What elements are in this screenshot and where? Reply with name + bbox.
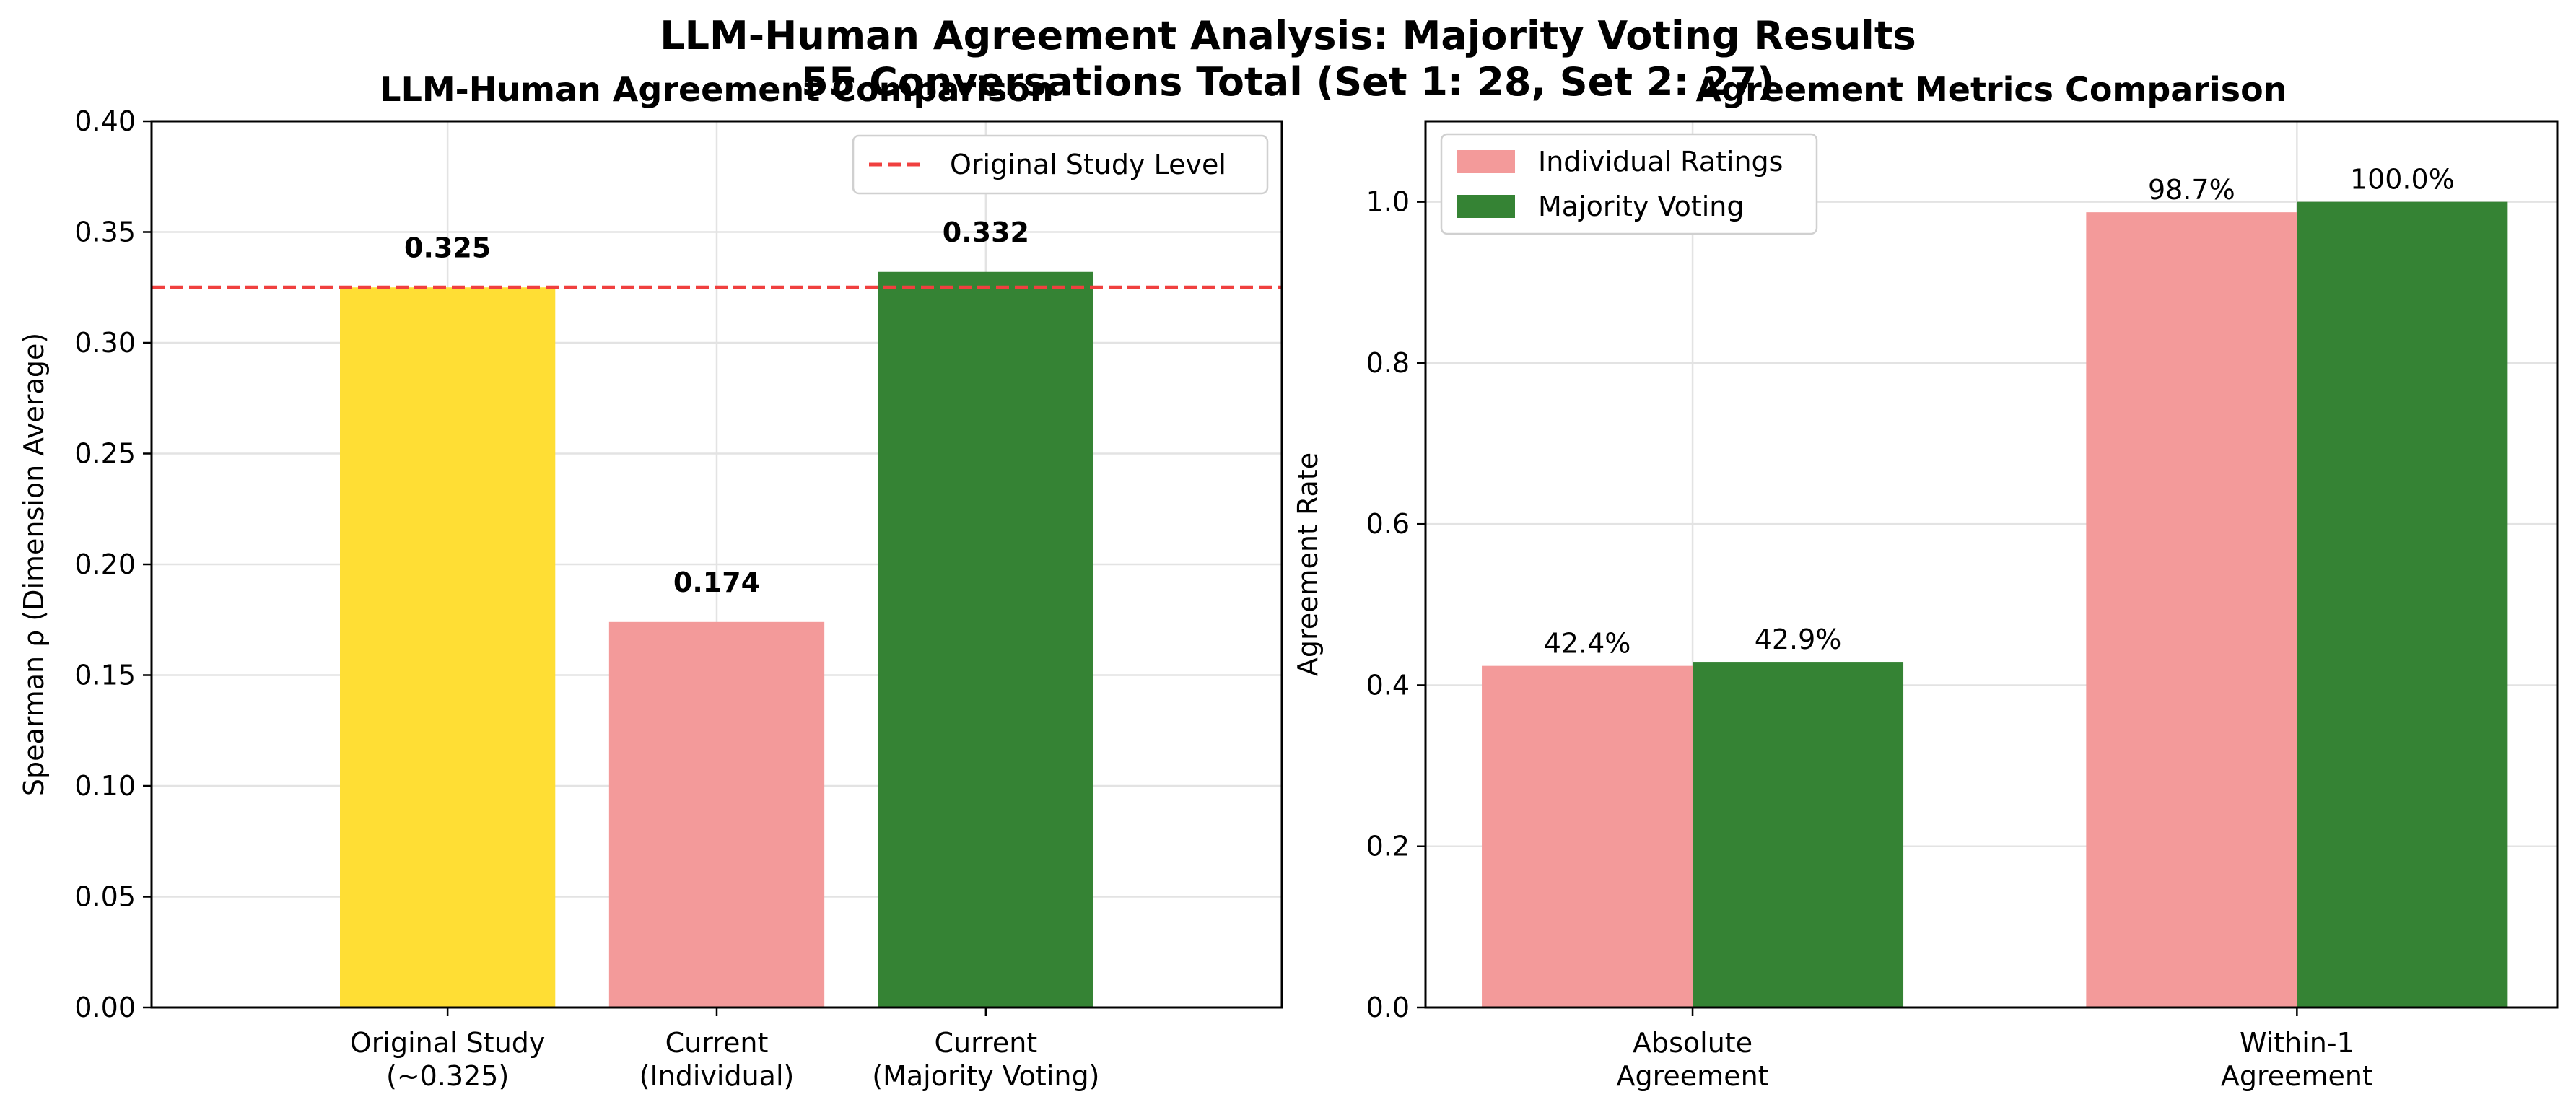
- chart2-xtick-label: Agreement: [2221, 1060, 2373, 1092]
- chart1-bar: [340, 287, 556, 1007]
- chart1-value-label: 0.174: [673, 567, 760, 598]
- chart2-legend-label: Individual Ratings: [1538, 146, 1783, 178]
- figure-title-line-2: 55 Conversations Total (Set 1: 28, Set 2…: [801, 59, 1775, 105]
- chart1-bar: [608, 621, 825, 1007]
- chart1-bar: [878, 271, 1093, 1007]
- chart2-bar: [1482, 665, 1693, 1007]
- chart2-legend: [1440, 133, 1818, 235]
- chart2-value-label: 42.9%: [1755, 624, 1842, 655]
- chart2-ytick-label: 0.6: [1366, 508, 1410, 540]
- chart2-xtick-label: Within-1: [2240, 1027, 2354, 1059]
- chart1-xtick-label: Current: [934, 1027, 1037, 1059]
- chart2-value-label: 100.0%: [2350, 164, 2455, 196]
- chart2-xtick-label: Agreement: [1617, 1060, 1769, 1092]
- chart2-ytick-label: 0.0: [1366, 992, 1410, 1023]
- chart2-value-label: 98.7%: [2148, 174, 2235, 206]
- chart1-ytick-label: 0.10: [74, 770, 136, 802]
- chart2-legend-label: Majority Voting: [1538, 191, 1744, 222]
- chart1-xtick-label: (Majority Voting): [872, 1060, 1099, 1092]
- chart2-xtick-label: Absolute: [1633, 1027, 1752, 1059]
- chart1-axes-frame: [150, 120, 1283, 1009]
- chart2-ytick-label: 0.4: [1366, 669, 1410, 701]
- chart1-xtick-label: Current: [665, 1027, 769, 1059]
- chart2-ytick-label: 0.2: [1366, 831, 1410, 862]
- chart1-legend-label: Original Study Level: [950, 149, 1226, 180]
- figure-title-line-1: LLM-Human Agreement Analysis: Majority V…: [660, 13, 1916, 58]
- chart2-legend-swatch: [1457, 195, 1515, 218]
- chart2-bar: [2086, 212, 2297, 1008]
- chart2-ytick-label: 0.8: [1366, 347, 1410, 379]
- chart1-xtick-label: (~0.325): [386, 1060, 509, 1092]
- chart2-bar: [2297, 201, 2508, 1007]
- chart1-ytick-label: 0.25: [74, 438, 136, 470]
- chart1-value-label: 0.325: [404, 232, 491, 263]
- chart1-title: LLM-Human Agreement Comparison: [380, 70, 1053, 109]
- chart2-legend-swatch: [1457, 150, 1515, 173]
- chart2-bar: [1693, 662, 1904, 1007]
- chart2-title: Agreement Metrics Comparison: [1695, 70, 2287, 109]
- chart1-value-label: 0.332: [943, 217, 1029, 248]
- chart1-ytick-label: 0.30: [74, 327, 136, 359]
- chart1-legend: [852, 134, 1269, 195]
- chart1-xtick-label: Original Study: [350, 1027, 546, 1059]
- chart1-xtick-label: (Individual): [639, 1060, 795, 1092]
- chart-spearman-comparison: 0.00 0.05 0.10 0.15 0.20 0.25 0.30 0.35 0.40 LLM-…: [18, 70, 1283, 1092]
- chart1-ylabel: Spearman ρ (Dimension Average): [18, 333, 50, 796]
- chart2-ytick-label: 1.0: [1366, 186, 1410, 218]
- chart1-ytick-label: 0.35: [74, 217, 136, 248]
- chart2-value-label: 42.4%: [1544, 628, 1631, 660]
- chart1-ytick-label: 0.00: [74, 992, 136, 1023]
- chart2-ylabel: Agreement Rate: [1292, 452, 1324, 676]
- chart1-ytick-label: 0.20: [74, 548, 136, 580]
- chart1-ytick-label: 0.15: [74, 660, 136, 691]
- chart-agreement-metrics: 0.0 0.2 0.4 0.6 0.8 1.0 Agreement Metrics Comp…: [1292, 70, 2559, 1092]
- chart1-ytick-label: 0.40: [74, 105, 136, 137]
- chart2-axes-frame: [1424, 120, 2559, 1009]
- chart1-ytick-label: 0.05: [74, 881, 136, 913]
